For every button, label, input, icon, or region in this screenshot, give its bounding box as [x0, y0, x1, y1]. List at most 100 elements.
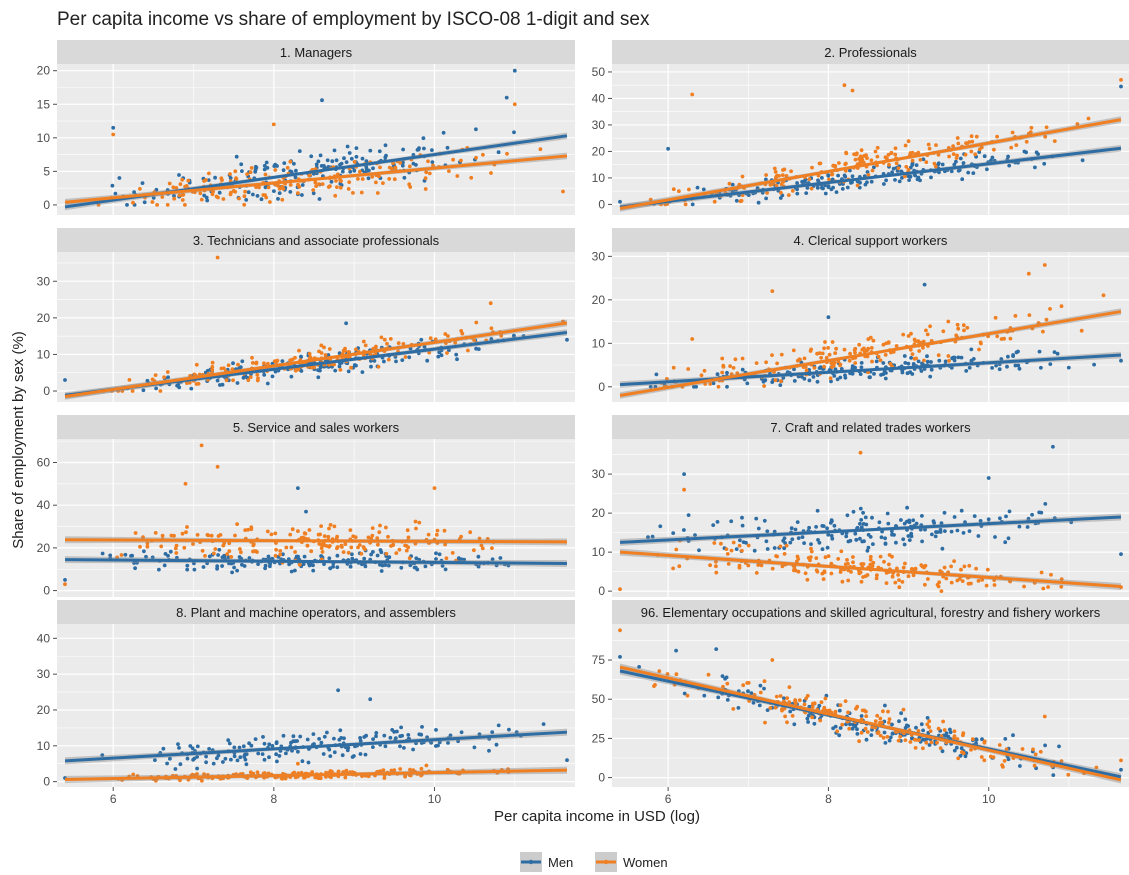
men-data-point	[312, 191, 316, 195]
women-data-point	[264, 173, 268, 177]
women-data-point	[1021, 747, 1025, 751]
men-data-point	[908, 520, 912, 524]
women-data-point	[469, 176, 473, 180]
men-data-point	[202, 565, 206, 569]
men-data-point	[288, 190, 292, 194]
women-data-point	[447, 169, 451, 173]
women-data-point	[288, 160, 292, 164]
women-data-point	[1025, 140, 1029, 144]
men-data-point	[851, 174, 855, 178]
women-data-point	[182, 546, 186, 550]
men-data-point	[133, 566, 137, 570]
women-data-point	[414, 520, 418, 524]
men-data-point	[141, 181, 145, 185]
women-data-point	[775, 695, 779, 699]
women-data-point	[914, 357, 918, 361]
women-data-point	[836, 557, 840, 561]
women-data-point	[859, 451, 863, 455]
men-data-point	[816, 509, 820, 513]
men-data-point	[888, 739, 892, 743]
men-data-point	[398, 744, 402, 748]
women-data-point	[219, 176, 223, 180]
women-data-point	[846, 579, 850, 583]
women-data-point	[909, 740, 913, 744]
women-data-point	[857, 739, 861, 743]
women-data-point	[236, 363, 240, 367]
men-data-point	[436, 355, 440, 359]
women-data-point	[823, 340, 827, 344]
men-data-point	[1026, 525, 1030, 529]
men-data-point	[802, 541, 806, 545]
men-data-point	[298, 735, 302, 739]
men-data-point	[819, 365, 823, 369]
y-tick-label: 25	[592, 731, 606, 745]
men-data-point	[400, 734, 404, 738]
men-data-point	[998, 516, 1002, 520]
men-data-point	[920, 514, 924, 518]
women-data-point	[1046, 585, 1050, 589]
men-data-point	[143, 200, 147, 204]
women-data-point	[803, 357, 807, 361]
men-data-point	[827, 315, 831, 319]
women-data-point	[986, 568, 990, 572]
women-data-point	[318, 533, 322, 537]
men-data-point	[282, 168, 286, 172]
women-data-point	[820, 572, 824, 576]
men-data-point	[256, 752, 260, 756]
men-data-point	[830, 188, 834, 192]
men-data-point	[737, 706, 741, 710]
women-data-point	[884, 342, 888, 346]
men-data-point	[392, 730, 396, 734]
men-data-point	[382, 360, 386, 364]
men-data-point	[844, 535, 848, 539]
women-data-point	[408, 556, 412, 560]
men-data-point	[658, 524, 662, 528]
women-data-point	[343, 347, 347, 351]
y-tick-label: 0	[43, 198, 50, 212]
women-data-point	[830, 172, 834, 176]
men-data-point	[974, 737, 978, 741]
women-data-point	[822, 346, 826, 350]
facet-title: 5. Service and sales workers	[233, 420, 400, 435]
women-data-point	[922, 359, 926, 363]
women-data-point	[309, 549, 313, 553]
men-data-point	[374, 734, 378, 738]
women-data-point	[941, 720, 945, 724]
men-data-point	[880, 535, 884, 539]
men-data-point	[153, 758, 157, 762]
men-data-point	[666, 147, 670, 151]
men-data-point	[361, 370, 365, 374]
women-data-point	[155, 203, 159, 207]
y-tick-label: 40	[592, 91, 606, 105]
women-data-point	[985, 584, 989, 588]
women-data-point	[222, 366, 226, 370]
women-data-point	[871, 564, 875, 568]
women-data-point	[808, 558, 812, 562]
women-data-point	[406, 528, 410, 532]
women-data-point	[267, 186, 271, 190]
women-data-point	[947, 354, 951, 358]
men-data-point	[884, 741, 888, 745]
men-data-point	[687, 513, 691, 517]
women-data-point	[321, 182, 325, 186]
women-data-point	[618, 587, 622, 591]
women-data-point	[732, 366, 736, 370]
women-data-point	[489, 301, 493, 305]
men-data-point	[263, 742, 267, 746]
women-data-point	[875, 577, 879, 581]
men-data-point	[846, 186, 850, 190]
women-data-point	[215, 195, 219, 199]
y-tick-label: 50	[592, 692, 606, 706]
women-data-point	[398, 548, 402, 552]
women-data-point	[792, 569, 796, 573]
men-data-point	[930, 368, 934, 372]
men-data-point	[359, 752, 363, 756]
women-data-point	[797, 570, 801, 574]
women-data-point	[677, 564, 681, 568]
men-data-point	[1005, 365, 1009, 369]
women-data-point	[923, 583, 927, 587]
men-data-point	[186, 757, 190, 761]
women-data-point	[809, 349, 813, 353]
men-data-point	[903, 718, 907, 722]
women-data-point	[404, 355, 408, 359]
